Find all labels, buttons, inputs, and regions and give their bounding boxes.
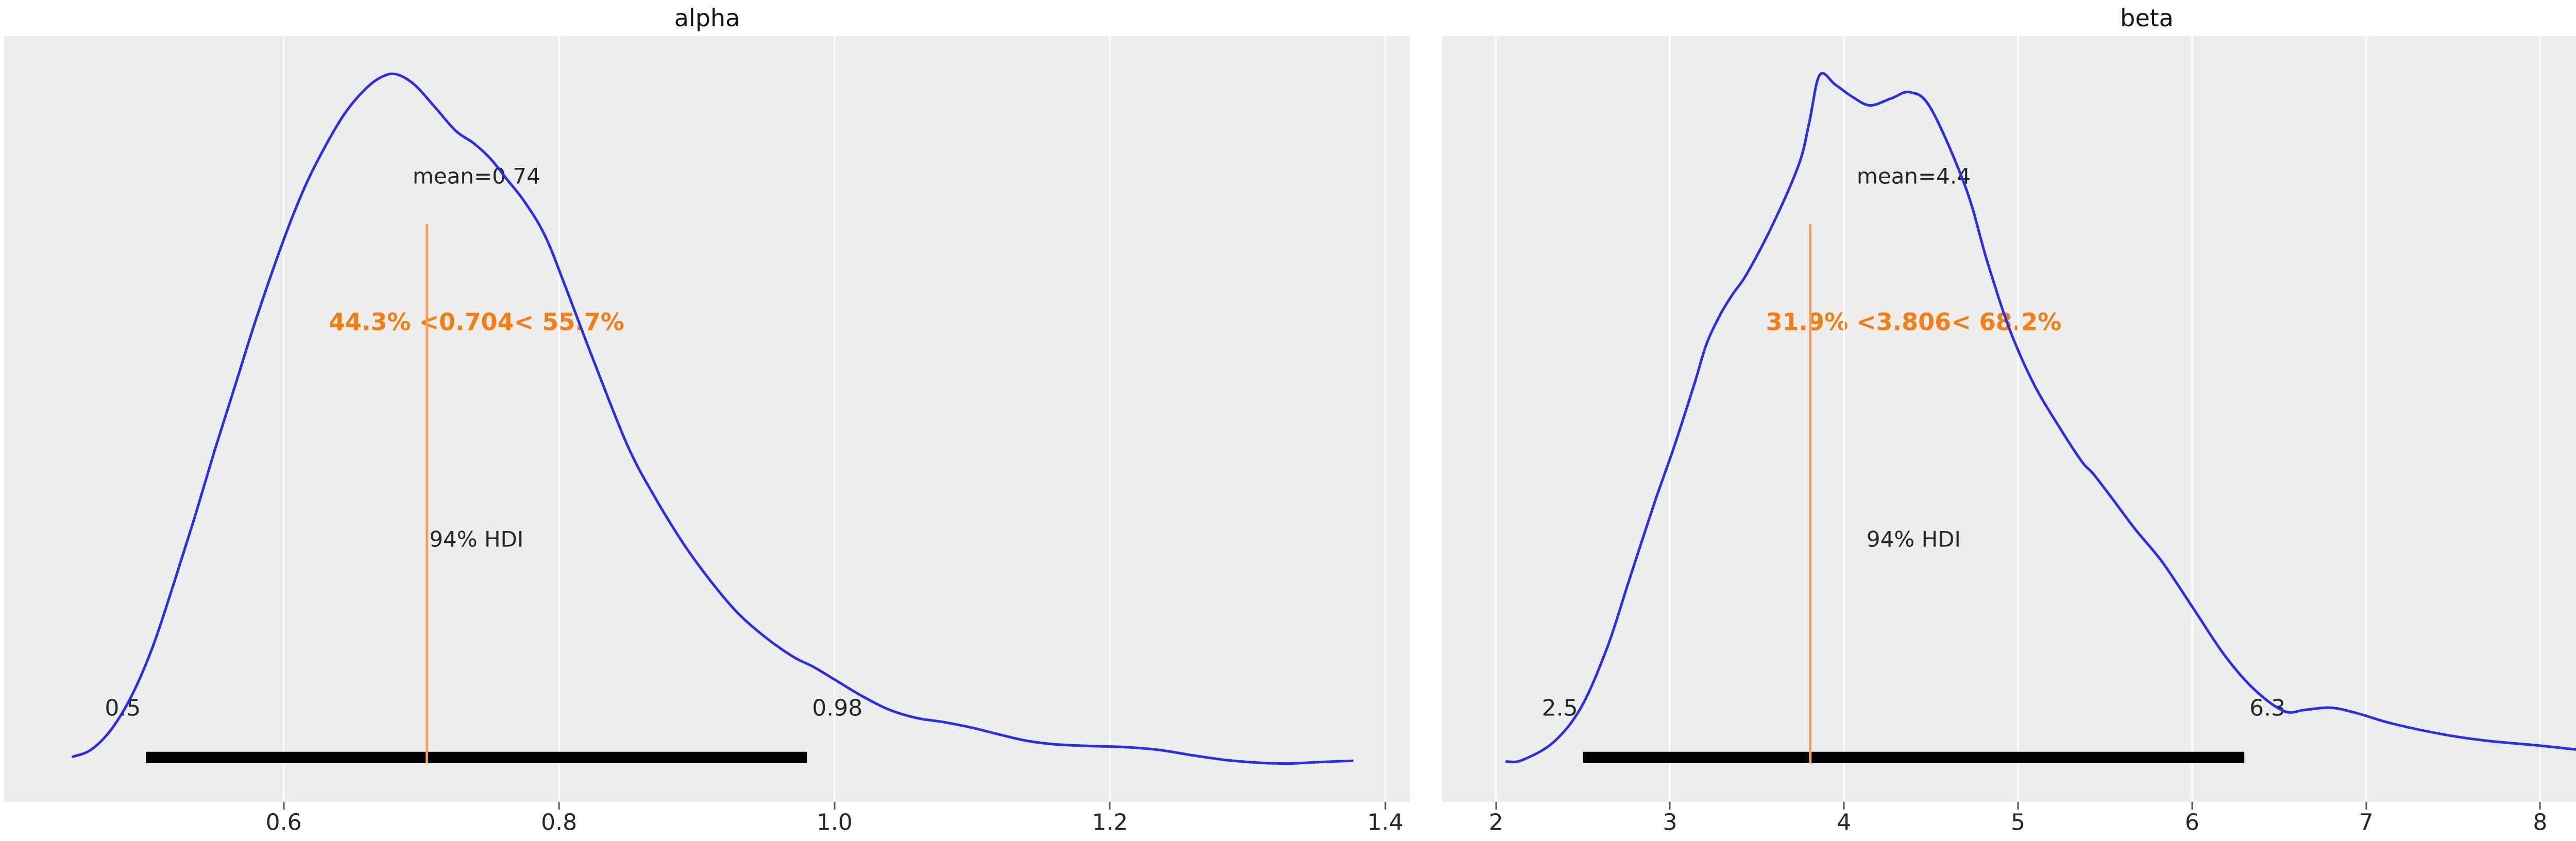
x-tick-label: 6 [2184, 809, 2199, 836]
hdi-lower-label: 0.5 [105, 695, 141, 722]
x-tick-label: 8 [2533, 809, 2548, 836]
x-tick [2017, 802, 2019, 810]
x-tick-label: 1.4 [1367, 809, 1403, 836]
x-tick-label: 0.8 [541, 809, 578, 836]
x-tick-label: 1.0 [816, 809, 853, 836]
hdi-lower-label: 2.5 [1541, 695, 1578, 722]
x-tick [2365, 802, 2367, 810]
x-tick [1495, 802, 1497, 810]
x-tick [2191, 802, 2193, 810]
kde-curve [1505, 72, 2576, 763]
hdi-label: 94% HDI [1866, 526, 1961, 552]
x-tick [1109, 802, 1111, 810]
ref-val-label: 31.9% <3.806< 68.2% [1766, 307, 2062, 336]
plot-title: alpha [674, 4, 740, 32]
x-tick-label: 4 [1837, 809, 1852, 836]
x-tick-label: 0.6 [265, 809, 302, 836]
x-tick [558, 802, 560, 810]
x-tick [1384, 802, 1386, 810]
x-tick-label: 3 [1663, 809, 1677, 836]
x-tick [834, 802, 836, 810]
plot-title: beta [2120, 4, 2174, 32]
x-tick [2539, 802, 2541, 810]
x-tick [1843, 802, 1845, 810]
hdi-label: 94% HDI [429, 526, 524, 552]
x-tick-label: 1.2 [1092, 809, 1128, 836]
x-tick [283, 802, 285, 810]
kde-curve [72, 72, 1354, 765]
x-tick-label: 5 [2011, 809, 2026, 836]
plot-panel-alpha [4, 36, 1410, 802]
x-tick [1669, 802, 1671, 810]
hdi-upper-label: 0.98 [812, 695, 863, 722]
mean-label: mean=4.4 [1856, 163, 1971, 189]
plot-panel-beta [1442, 36, 2576, 802]
x-tick-label: 7 [2359, 809, 2374, 836]
mean-label: mean=0.74 [412, 163, 540, 189]
x-tick-label: 2 [1488, 809, 1503, 836]
